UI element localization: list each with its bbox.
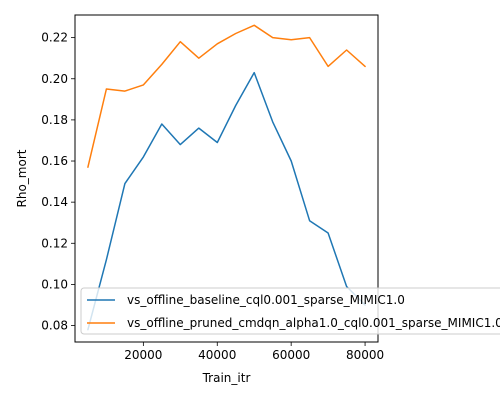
legend-label-1: vs_offline_baseline_cql0.001_sparse_MIMI… bbox=[127, 293, 405, 307]
series-lines bbox=[87, 24, 366, 331]
x-tick-label: 20000 bbox=[124, 348, 162, 362]
y-tick-label: 0.22 bbox=[41, 31, 68, 45]
x-tick-label: 40000 bbox=[198, 348, 236, 362]
y-tick-label: 0.16 bbox=[41, 154, 68, 168]
x-tick-label: 60000 bbox=[272, 348, 310, 362]
legend-box bbox=[80, 287, 500, 335]
y-tick-label: 0.18 bbox=[41, 113, 68, 127]
y-tick-label: 0.12 bbox=[41, 236, 68, 250]
series-line-1 bbox=[87, 71, 366, 331]
plot-frame bbox=[74, 14, 379, 343]
y-tick-label: 0.10 bbox=[41, 277, 68, 291]
x-axis-title: Train_itr bbox=[202, 371, 251, 385]
x-tick-label: 80000 bbox=[346, 348, 384, 362]
axis-ticks: 20000 40000 60000 80000 0.08 0.10 0.12 0.14 0.16… bbox=[41, 31, 384, 362]
legend: vs_offline_baseline_cql0.001_sparse_MIMI… bbox=[80, 287, 500, 335]
y-axis-title: Rho_mort bbox=[15, 149, 29, 207]
series-line-2 bbox=[87, 24, 366, 168]
y-tick-label: 0.20 bbox=[41, 72, 68, 86]
y-tick-label: 0.14 bbox=[41, 195, 68, 209]
legend-label-2: vs_offline_pruned_cmdqn_alpha1.0_cql0.00… bbox=[127, 316, 500, 330]
y-tick-label: 0.08 bbox=[41, 319, 68, 333]
